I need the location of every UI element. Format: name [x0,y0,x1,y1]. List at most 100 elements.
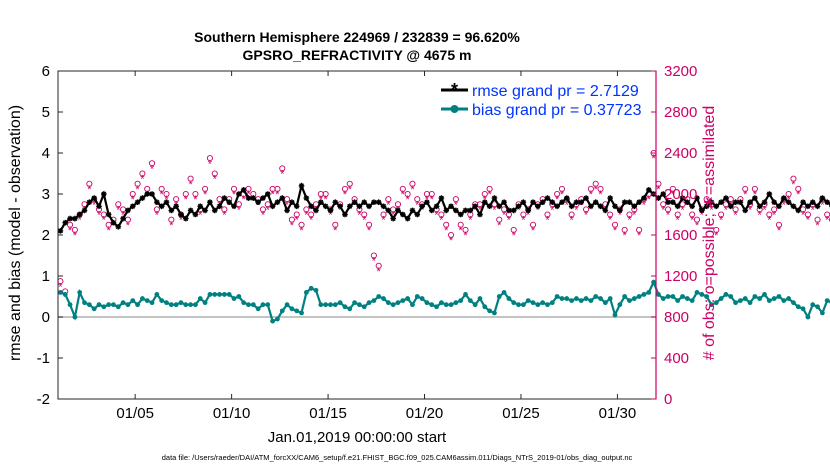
rmse-point [815,204,821,210]
rmse-point [530,199,536,205]
y-left-tick-label: 4 [42,145,50,162]
obs-assimilated-point: * [468,215,473,227]
bias-point [193,302,198,307]
rmse-point [424,199,430,205]
rmse-point [540,199,546,205]
y-right-tick-label: 2800 [664,104,697,121]
rmse-point [313,208,319,214]
rmse-point [578,199,584,205]
obs-assimilated-point: * [222,210,227,222]
obs-assimilated-point: * [299,225,304,237]
bias-point [212,292,217,297]
rmse-point [738,199,744,205]
bias-point [285,302,290,307]
rmse-point [87,199,93,205]
rmse-point [728,204,734,210]
obs-assimilated-point: * [815,220,820,232]
y-left-tick-label: 0 [42,309,50,326]
rmse-point [559,199,565,205]
rmse-point [125,208,131,214]
rmse-point [810,199,816,205]
rmse-point [120,216,126,222]
bias-point [343,304,348,309]
bias-point [439,300,444,305]
bias-point [685,296,690,301]
rmse-point [347,204,353,210]
bias-point [217,292,222,297]
bias-point [796,304,801,309]
rmse-point [516,204,522,210]
bias-point [198,296,203,301]
y-left-tick-label: 1 [42,268,50,285]
obs-assimilated-point: * [531,225,536,237]
obs-assimilated-point: * [632,210,637,222]
bias-point [670,294,675,299]
rmse-point [501,199,507,205]
bias-point [733,300,738,305]
rmse-point [352,199,358,205]
obs-assimilated-point: * [666,210,671,222]
rmse-point [193,212,199,218]
rmse-point [260,195,266,201]
bias-point [371,298,376,303]
rmse-point [366,204,372,210]
bias-point [748,300,753,305]
obs-assimilated-point: * [193,194,198,206]
bias-point [564,296,569,301]
rmse-point [135,199,141,205]
bias-point [458,298,463,303]
bias-point [449,302,454,307]
obs-assimilated-point: * [430,194,435,206]
bias-point [656,292,661,297]
obs-assimilated-point: * [777,225,782,237]
chart-title-line1: Southern Hemisphere 224969 / 232839 = 96… [194,29,520,45]
y-right-tick-label: 0 [664,391,672,408]
bias-point [347,306,352,311]
bias-point [507,296,512,301]
bias-point [154,292,159,297]
legend-rmse-marker: * [451,80,458,100]
rmse-point [386,208,392,214]
bias-point [574,296,579,301]
bias-point [550,300,555,305]
rmse-point [82,208,88,214]
bias-point [535,302,540,307]
rmse-point [771,199,777,205]
bias-point [637,294,642,299]
bias-point [352,300,357,305]
bias-point [815,304,820,309]
bias-point [106,302,111,307]
rmse-point [482,199,488,205]
obs-assimilated-point: * [806,215,811,227]
rmse-point [511,208,517,214]
bias-point [569,298,574,303]
bias-point [338,300,343,305]
obs-assimilated-point: * [87,184,92,196]
bias-point [666,294,671,299]
obs-assimilated-point: * [487,189,492,201]
rmse-point [636,199,642,205]
rmse-point [477,212,483,218]
bias-point [222,292,227,297]
rmse-point [255,199,261,205]
rmse-point [275,199,281,205]
bias-point [767,298,772,303]
rmse-point [472,204,478,210]
obs-assimilated-point: * [410,184,415,196]
rmse-point [400,212,406,218]
rmse-point [593,199,599,205]
rmse-point [747,199,753,205]
rmse-point [496,204,502,210]
bias-point [516,302,521,307]
bias-point [738,298,743,303]
rmse-point [222,195,228,201]
rmse-point [299,183,305,189]
rmse-point [646,187,652,193]
rmse-point [752,195,758,201]
y-right-tick-label: 1600 [664,227,697,244]
bias-point [72,315,77,320]
obs-assimilated-point: * [545,215,550,227]
rmse-point [279,195,285,201]
y-left-tick-label: 6 [42,63,50,80]
rmse-point [492,195,498,201]
